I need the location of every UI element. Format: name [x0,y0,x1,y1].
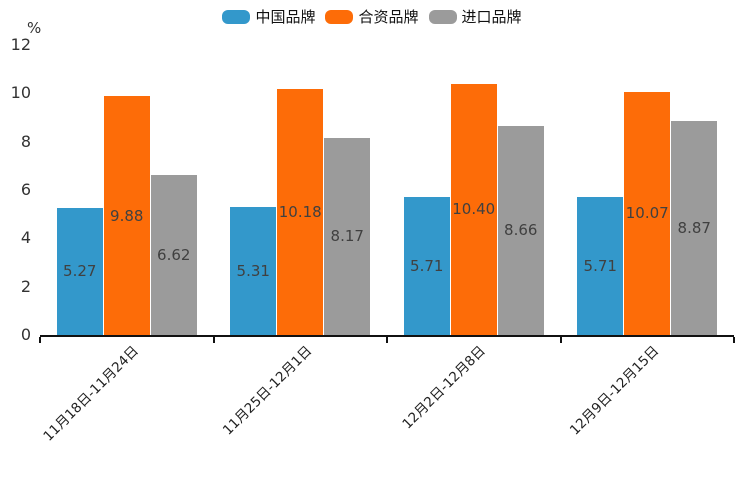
bar-value-label: 8.87 [677,218,711,237]
bar-value-label: 5.27 [63,262,97,281]
y-axis-tick-label: 6 [20,180,31,199]
legend-item-2[interactable]: 合资品牌 [325,8,419,26]
bar-中国品牌-3: 5.71 [403,197,450,335]
legend-swatch-icon [222,10,251,24]
bar-value-label: 10.07 [625,204,669,223]
y-axis-tick-label: 12 [10,35,31,54]
bar-value-label: 5.31 [236,261,270,280]
bar-value-label: 9.88 [110,206,144,225]
bar-合资品牌-4: 10.07 [624,91,671,335]
legend: 中国品牌 合资品牌 进口品牌 [0,8,744,26]
legend-swatch-icon [325,10,354,24]
bar-进口品牌-3: 8.66 [497,125,544,335]
bar-合资品牌-3: 10.40 [450,83,497,335]
y-axis-tick-label: 8 [20,131,31,151]
x-axis-category-label: 11月18日-11月24日 [40,343,143,445]
bar-中国品牌-1: 5.27 [56,207,103,335]
bar-value-label: 10.18 [278,202,322,221]
bar-进口品牌-2: 8.17 [324,137,371,335]
x-axis-tick-mark [733,337,735,343]
x-axis-tick-mark [386,337,388,343]
bar-value-label: 10.40 [452,200,496,219]
x-axis-category-label: 12月2日-12月8日 [399,343,490,433]
bar-中国品牌-4: 5.71 [577,197,624,335]
bar-value-label: 5.71 [410,256,444,275]
x-axis-tick-mark [212,337,215,343]
legend-item-3[interactable]: 进口品牌 [428,8,522,26]
bar-进口品牌-4: 8.87 [671,120,718,335]
x-axis-tick-mark [559,337,562,343]
x-axis-line [40,335,734,337]
legend-item-label: 进口品牌 [461,8,522,26]
legend-item-1[interactable]: 中国品牌 [222,8,315,26]
bar-value-label: 8.66 [504,221,538,240]
y-axis-unit-label: % [27,19,42,37]
x-axis-tick-mark [39,337,41,343]
y-axis-tick-label: 10 [10,83,31,103]
bar-进口品牌-1: 6.62 [150,175,197,335]
y-axis-tick-label: 0 [20,325,31,344]
legend-item-label: 合资品牌 [358,8,419,26]
y-axis-tick-label: 4 [20,228,31,248]
x-axis-category-label: 11月25日-12月1日 [220,343,316,439]
bar-合资品牌-1: 9.88 [103,96,150,335]
legend-swatch-icon [428,10,457,24]
y-axis-tick-label: 2 [20,276,31,296]
legend-item-label: 中国品牌 [255,8,316,26]
bar-value-label: 6.62 [157,246,191,264]
bar-value-label: 5.71 [583,256,617,275]
bar-value-label: 8.17 [330,227,364,246]
bar-中国品牌-2: 5.31 [230,206,277,335]
bar-合资品牌-2: 10.18 [277,88,324,335]
x-axis-category-label: 12月9日-12月15日 [567,343,663,439]
